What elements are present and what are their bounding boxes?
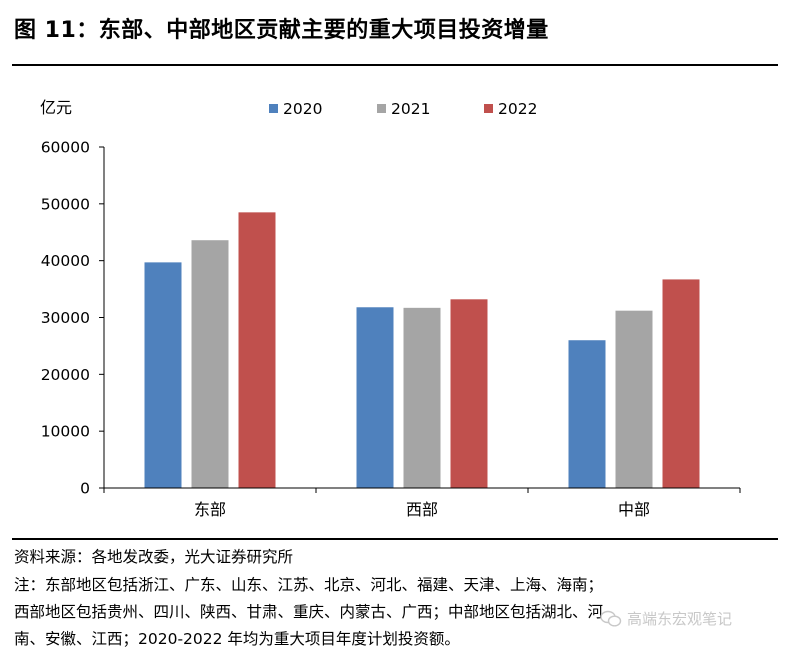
watermark: 高端东宏观笔记 (600, 608, 732, 629)
watermark-text: 高端东宏观笔记 (627, 610, 733, 628)
y-axis: 0 10000 20000 30000 40000 50000 60000 (41, 139, 105, 498)
bar-2020 (144, 262, 182, 488)
bar-2020 (568, 340, 606, 488)
legend-label: 2020 (283, 100, 322, 118)
y-tick-label: 60000 (41, 139, 90, 157)
bar-2021 (403, 307, 441, 488)
footnote-line-1: 注：东部地区包括浙江、广东、山东、江苏、北京、河北、福建、天津、上海、海南； (14, 576, 604, 594)
bar-2022 (450, 299, 488, 488)
bar-series (144, 212, 700, 488)
page-title: 图 11：东部、中部地区贡献主要的重大项目投资增量 (14, 18, 549, 43)
legend-label: 2022 (498, 100, 537, 118)
x-tick-label: 中部 (618, 500, 650, 519)
source-note: 资料来源：各地发改委，光大证券研究所 (14, 548, 294, 566)
y-axis-unit-label: 亿元 (40, 98, 72, 117)
y-tick-label: 0 (80, 480, 90, 498)
x-tick-label: 西部 (406, 500, 438, 519)
legend-label: 2021 (391, 100, 430, 118)
bar-2022 (662, 279, 700, 488)
y-tick-label: 40000 (41, 252, 90, 270)
legend-swatch (484, 104, 493, 113)
y-tick-label: 30000 (41, 309, 90, 327)
bar-2021 (191, 240, 229, 488)
footnote-line-2: 西部地区包括贵州、四川、陕西、甘肃、重庆、内蒙古、广西；中部地区包括湖北、河 (14, 603, 604, 621)
chart-legend: 2020 2021 2022 (269, 100, 537, 118)
title-divider (12, 64, 778, 66)
footer-divider (12, 538, 778, 540)
wechat-icon (600, 610, 622, 627)
bar-2022 (238, 212, 276, 488)
x-axis: 东部 西部 中部 (103, 487, 741, 519)
x-tick-label: 东部 (194, 500, 226, 519)
y-tick-label: 10000 (41, 423, 90, 441)
y-tick-label: 20000 (41, 366, 90, 384)
y-tick-label: 50000 (41, 195, 90, 213)
bar-2021 (615, 310, 653, 488)
legend-swatch (377, 104, 386, 113)
bar-2020 (356, 307, 394, 488)
bar-chart: 亿元 2020 2021 2022 0 10000 20000 30000 40000 500… (40, 98, 741, 519)
footnote-line-3: 南、安徽、江西；2020-2022 年均为重大项目年度计划投资额。 (14, 630, 460, 648)
legend-swatch (269, 104, 278, 113)
